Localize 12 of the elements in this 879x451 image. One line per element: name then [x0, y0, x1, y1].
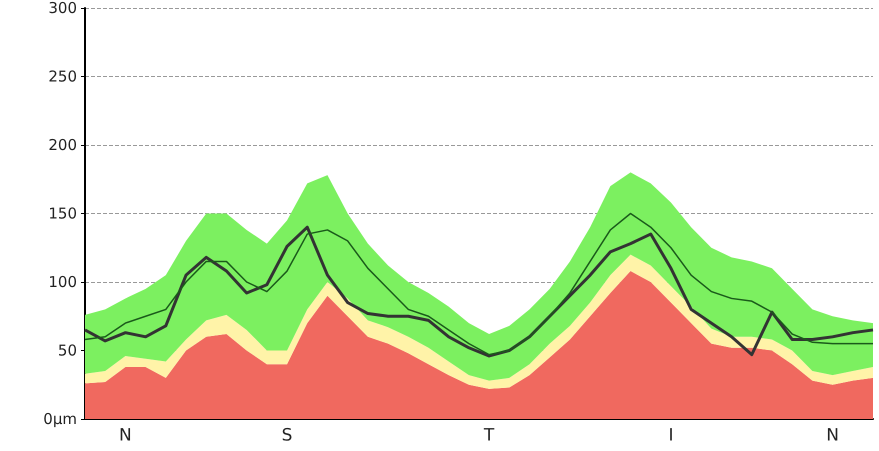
y-tick-label: 200: [48, 136, 77, 154]
y-tick-label: 300: [48, 0, 77, 17]
x-tick-label: S: [282, 426, 292, 446]
y-tick-label: 250: [48, 68, 77, 86]
y-tick-label: 100: [48, 273, 77, 291]
x-tick-label: N: [826, 426, 839, 446]
y-tick-label: 150: [48, 204, 77, 222]
y-tick-label: 0µm: [43, 410, 77, 428]
y-tick-label: 50: [58, 342, 77, 360]
x-tick-label: N: [119, 426, 132, 446]
x-tick-label: T: [482, 426, 495, 446]
x-tick-label: I: [668, 426, 674, 446]
